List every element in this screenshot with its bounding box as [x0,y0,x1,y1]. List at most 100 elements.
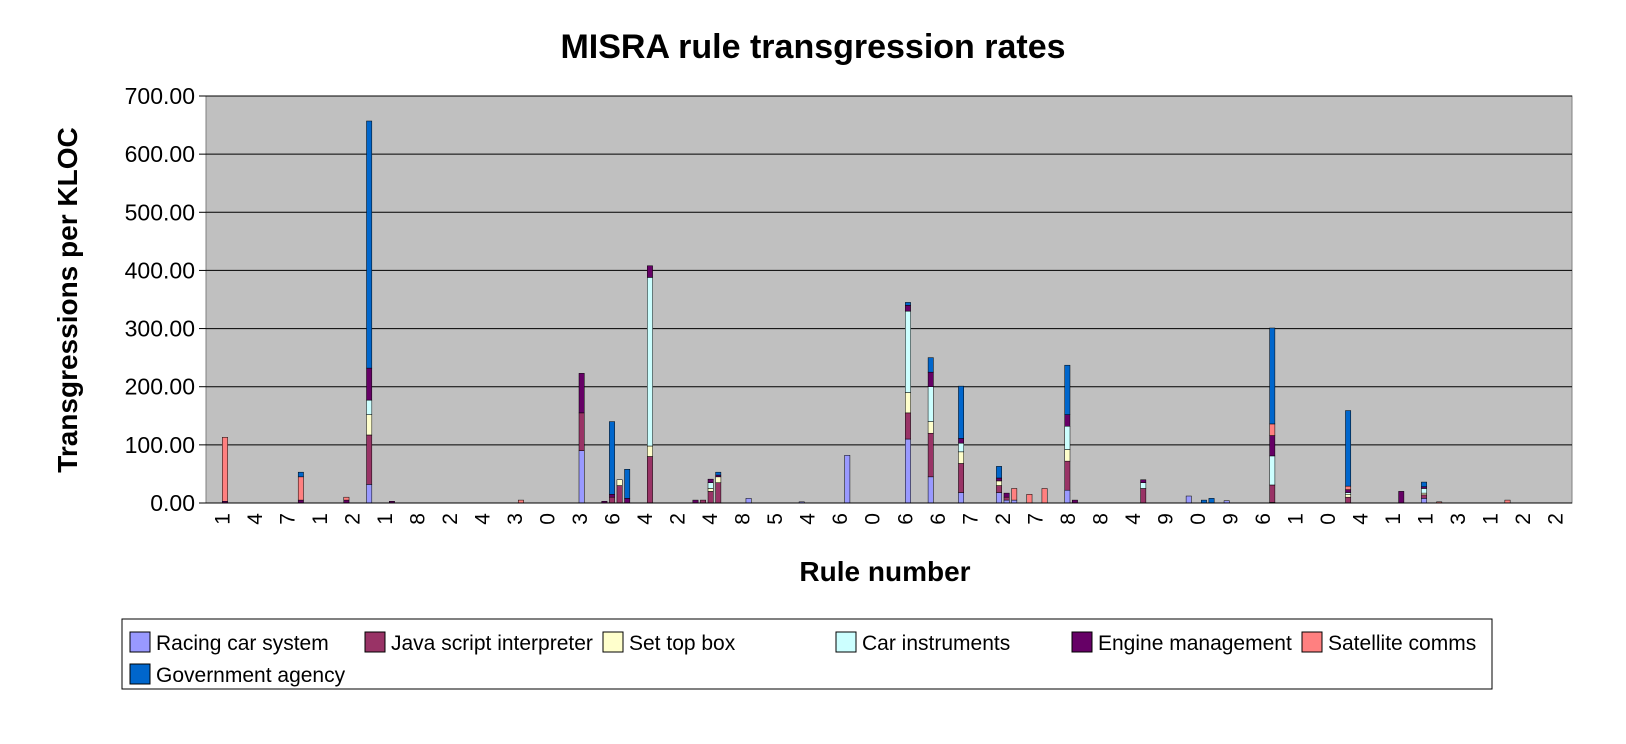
bar-segment [1269,327,1276,425]
bar-segment [927,357,934,373]
bar-segment [1421,494,1427,499]
x-tick-label: 7 [1024,513,1047,525]
x-tick-label: 6 [927,513,950,525]
x-tick-label: 6 [829,513,852,525]
x-tick-label: 2 [1512,513,1535,525]
bar-segment [1208,498,1215,504]
bar-segment [996,477,1002,482]
x-tick-label: 8 [1089,513,1112,525]
x-tick-label: 7 [276,513,299,525]
bar-segment [707,488,714,492]
bar-segment [1064,426,1071,450]
x-tick-label: 1 [374,513,397,525]
y-tick-label: 700.00 [125,83,195,109]
legend-label: Racing car system [156,632,329,655]
legend-label: Government agency [156,664,346,687]
bar-segment [927,476,934,504]
bar-segment [1064,449,1071,462]
bar-segment [1185,495,1192,504]
x-tick-label: 2 [1545,513,1568,525]
bar-segment [715,471,722,476]
legend-swatch [129,663,151,685]
bar-segment [1345,492,1352,495]
bar-segment [647,456,653,504]
x-tick-label: 0 [862,513,885,525]
bar-segment [366,399,373,415]
bar-segment [958,385,965,439]
bar-segment [958,492,965,504]
bar-segment [1026,494,1033,504]
bar-segment [1269,435,1276,457]
bar-segment [996,485,1002,493]
y-axis-title: Transgressions per KLOC [52,127,83,472]
legend-swatch [602,631,624,653]
x-tick-label: 3 [569,513,592,525]
x-tick-label: 1 [1382,513,1405,525]
x-tick-label: 9 [1154,513,1177,525]
bar-segment [1064,414,1071,427]
bar-segment [1345,485,1352,490]
legend: Racing car system Java script interpreter… [129,631,1476,687]
bar-segment [609,494,615,498]
bar-segment [715,482,722,504]
bar-segment [366,414,373,436]
x-tick-label: 4 [471,513,494,525]
x-tick-label: 7 [959,513,982,525]
bar-segment [624,469,631,499]
y-tick-label: 100.00 [125,432,195,458]
bar-segment [1003,496,1010,501]
bar-segment [715,476,722,483]
bar-segment [1140,482,1147,489]
bar-segment [958,463,965,493]
bar-segment [1421,481,1427,487]
y-tick-label: 300.00 [125,316,195,342]
x-tick-label: 2 [439,513,462,525]
bar-segment [1345,494,1352,498]
bar-segment [1421,488,1427,494]
bar-segment [1345,496,1352,504]
x-tick-label: 1 [1285,513,1308,525]
legend-swatch [1301,631,1323,653]
x-tick-label: 9 [1220,513,1243,525]
chart-title: MISRA rule transgression rates [560,28,1065,66]
bar-segment [647,265,653,278]
x-tick-label: 0 [1317,513,1340,525]
bar-segment [578,450,585,504]
x-tick-label: 2 [341,513,364,525]
bar-segment [647,445,653,457]
x-tick-label: 6 [602,513,625,525]
bar-segment [1003,492,1010,498]
bar-segment [905,438,911,504]
bar-segment [707,491,714,504]
bar-segment [616,479,623,486]
x-tick-label: 2 [667,513,690,525]
bar-segment [1140,488,1147,504]
bar-segment [1345,489,1352,493]
bar-segment [905,392,911,414]
bar-segment [1140,479,1147,483]
x-tick-label: 1 [211,513,234,525]
bar-segment [958,442,965,453]
legend-label: Car instruments [862,632,1010,655]
bar-segment [958,451,965,464]
legend-swatch [129,631,151,653]
bar-segment [366,120,373,369]
x-tick-label: 1 [1415,513,1438,525]
legend-label: Satellite comms [1328,632,1476,655]
x-tick-label: 0 [537,513,560,525]
y-tick-label: 600.00 [125,141,195,167]
bar-segment [1421,498,1427,504]
x-tick-label: 8 [406,513,429,525]
bar-segment [745,498,752,504]
bar-segment [1064,460,1071,491]
bar-segment [578,412,585,451]
bar-segment [1064,489,1071,504]
bar-segment [222,437,228,502]
bar-segment [927,421,934,434]
x-tick-label: 3 [1447,513,1470,525]
x-tick-label: 4 [1350,513,1373,525]
bar-segment [1064,364,1071,415]
y-tick-label: 0.00 [150,490,195,516]
